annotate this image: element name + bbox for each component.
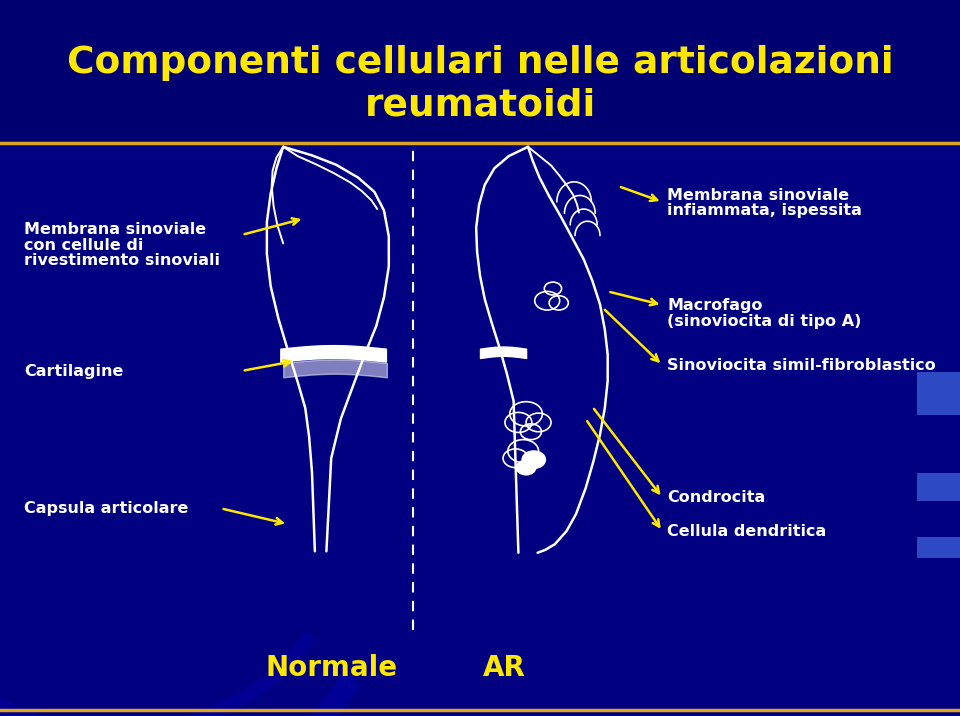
Circle shape <box>516 460 536 475</box>
Text: Membrana sinoviale: Membrana sinoviale <box>667 188 850 203</box>
Text: (sinoviocita di tipo A): (sinoviocita di tipo A) <box>667 314 861 329</box>
Text: Cellula dendritica: Cellula dendritica <box>667 524 827 539</box>
Text: Componenti cellulari nelle articolazioni: Componenti cellulari nelle articolazioni <box>66 45 894 81</box>
Text: infiammata, ispessita: infiammata, ispessita <box>667 203 862 218</box>
Bar <box>917 372 960 415</box>
Text: AR: AR <box>483 654 525 682</box>
Text: Capsula articolare: Capsula articolare <box>24 501 188 516</box>
Text: rivestimento sinoviali: rivestimento sinoviali <box>24 253 220 268</box>
Text: Macrofago: Macrofago <box>667 298 762 313</box>
Text: Normale: Normale <box>265 654 397 682</box>
Bar <box>917 537 960 558</box>
Circle shape <box>522 451 545 468</box>
Text: Condrocita: Condrocita <box>667 490 765 505</box>
Text: con cellule di: con cellule di <box>24 238 143 253</box>
Text: Cartilagine: Cartilagine <box>24 364 124 379</box>
Text: Sinoviocita simil-fibroblastico: Sinoviocita simil-fibroblastico <box>667 358 936 373</box>
Text: Membrana sinoviale: Membrana sinoviale <box>24 222 206 237</box>
Text: reumatoidi: reumatoidi <box>365 87 595 123</box>
Bar <box>0 0 960 143</box>
Bar <box>917 473 960 501</box>
